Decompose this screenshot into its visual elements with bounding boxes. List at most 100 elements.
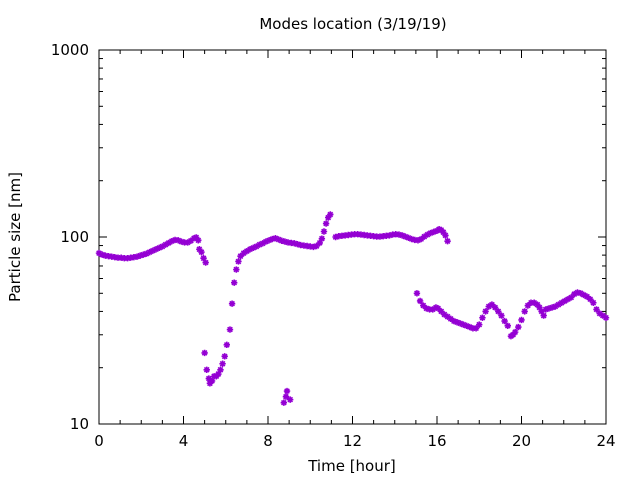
- data-point: [223, 341, 231, 349]
- data-point: [200, 255, 207, 262]
- data-point: [414, 237, 422, 244]
- x-tick-label: 12: [343, 432, 362, 450]
- data-point: [198, 248, 205, 256]
- data-point: [316, 239, 323, 247]
- data-point: [250, 244, 257, 252]
- data-point: [599, 312, 607, 319]
- data-point: [548, 304, 556, 311]
- data-point: [240, 249, 247, 257]
- data-point: [420, 302, 427, 309]
- data-point: [561, 297, 569, 305]
- data-point: [405, 234, 412, 242]
- data-point: [136, 252, 144, 259]
- data-point: [416, 297, 424, 305]
- y-tick-label: 100: [60, 228, 89, 246]
- data-point: [265, 237, 273, 244]
- data-point: [280, 399, 288, 406]
- x-axis-label: Time [hour]: [307, 457, 396, 475]
- data-point: [540, 312, 547, 319]
- data-points: [95, 211, 610, 406]
- data-point: [228, 300, 236, 307]
- data-point: [590, 299, 597, 306]
- data-point: [278, 237, 285, 244]
- x-tick-label: 4: [179, 432, 189, 450]
- data-point: [413, 290, 421, 297]
- data-point: [434, 305, 442, 312]
- data-point: [521, 308, 528, 315]
- data-point: [332, 233, 339, 241]
- data-point: [231, 279, 238, 286]
- x-tick-label: 20: [512, 432, 531, 450]
- data-point: [485, 303, 492, 310]
- data-point: [495, 308, 502, 315]
- data-point: [259, 240, 266, 247]
- data-point: [272, 235, 279, 242]
- data-point: [417, 235, 425, 243]
- data-point: [201, 349, 208, 357]
- data-point: [233, 266, 240, 273]
- data-point: [281, 238, 289, 245]
- data-point: [453, 319, 461, 326]
- data-point: [318, 235, 326, 242]
- data-point: [447, 315, 454, 323]
- data-point: [421, 233, 428, 240]
- data-point: [432, 304, 440, 311]
- data-point: [146, 248, 153, 256]
- data-point: [327, 211, 334, 218]
- data-point: [187, 237, 195, 244]
- data-point: [571, 290, 578, 298]
- data-point: [133, 253, 141, 260]
- data-point: [501, 317, 508, 325]
- data-point: [498, 312, 505, 319]
- data-point: [208, 377, 216, 385]
- data-point: [152, 246, 160, 253]
- data-point: [438, 308, 445, 315]
- x-tick-label: 16: [427, 432, 446, 450]
- data-point: [555, 301, 562, 308]
- data-point: [398, 232, 406, 239]
- data-point: [491, 304, 499, 311]
- data-point: [217, 366, 224, 373]
- data-point: [286, 396, 294, 403]
- chart-title: Modes location (3/19/19): [259, 15, 446, 33]
- data-point: [219, 360, 226, 367]
- data-point: [574, 289, 581, 296]
- data-point: [325, 214, 332, 221]
- data-point: [159, 243, 166, 250]
- data-point: [408, 235, 415, 243]
- data-point: [463, 322, 470, 330]
- data-point: [545, 305, 553, 312]
- data-point: [429, 306, 436, 313]
- data-point: [184, 239, 191, 246]
- data-point: [195, 237, 202, 244]
- data-point: [558, 299, 565, 306]
- data-point: [580, 291, 588, 299]
- data-point: [320, 228, 328, 235]
- data-point: [162, 241, 169, 248]
- data-point: [577, 290, 584, 297]
- data-point: [442, 232, 449, 239]
- data-point: [472, 325, 480, 332]
- minor-ticks: [99, 50, 606, 424]
- data-point: [538, 308, 545, 315]
- data-point: [511, 328, 519, 336]
- data-point: [196, 246, 203, 253]
- data-point: [583, 293, 591, 300]
- data-point: [203, 366, 210, 373]
- data-point: [504, 322, 511, 330]
- data-point: [536, 304, 543, 311]
- data-point: [596, 310, 603, 317]
- data-point: [269, 235, 276, 243]
- data-point: [202, 259, 209, 266]
- data-point: [243, 247, 251, 255]
- data-point: [313, 242, 320, 250]
- data-point: [460, 321, 467, 328]
- data-point: [275, 236, 282, 243]
- data-point: [488, 301, 496, 308]
- data-point: [294, 241, 301, 248]
- x-axis: 0 4 8 12 16 20 24: [94, 50, 616, 450]
- data-point: [518, 316, 525, 324]
- x-tick-label: 8: [263, 432, 273, 450]
- data-point: [444, 237, 451, 245]
